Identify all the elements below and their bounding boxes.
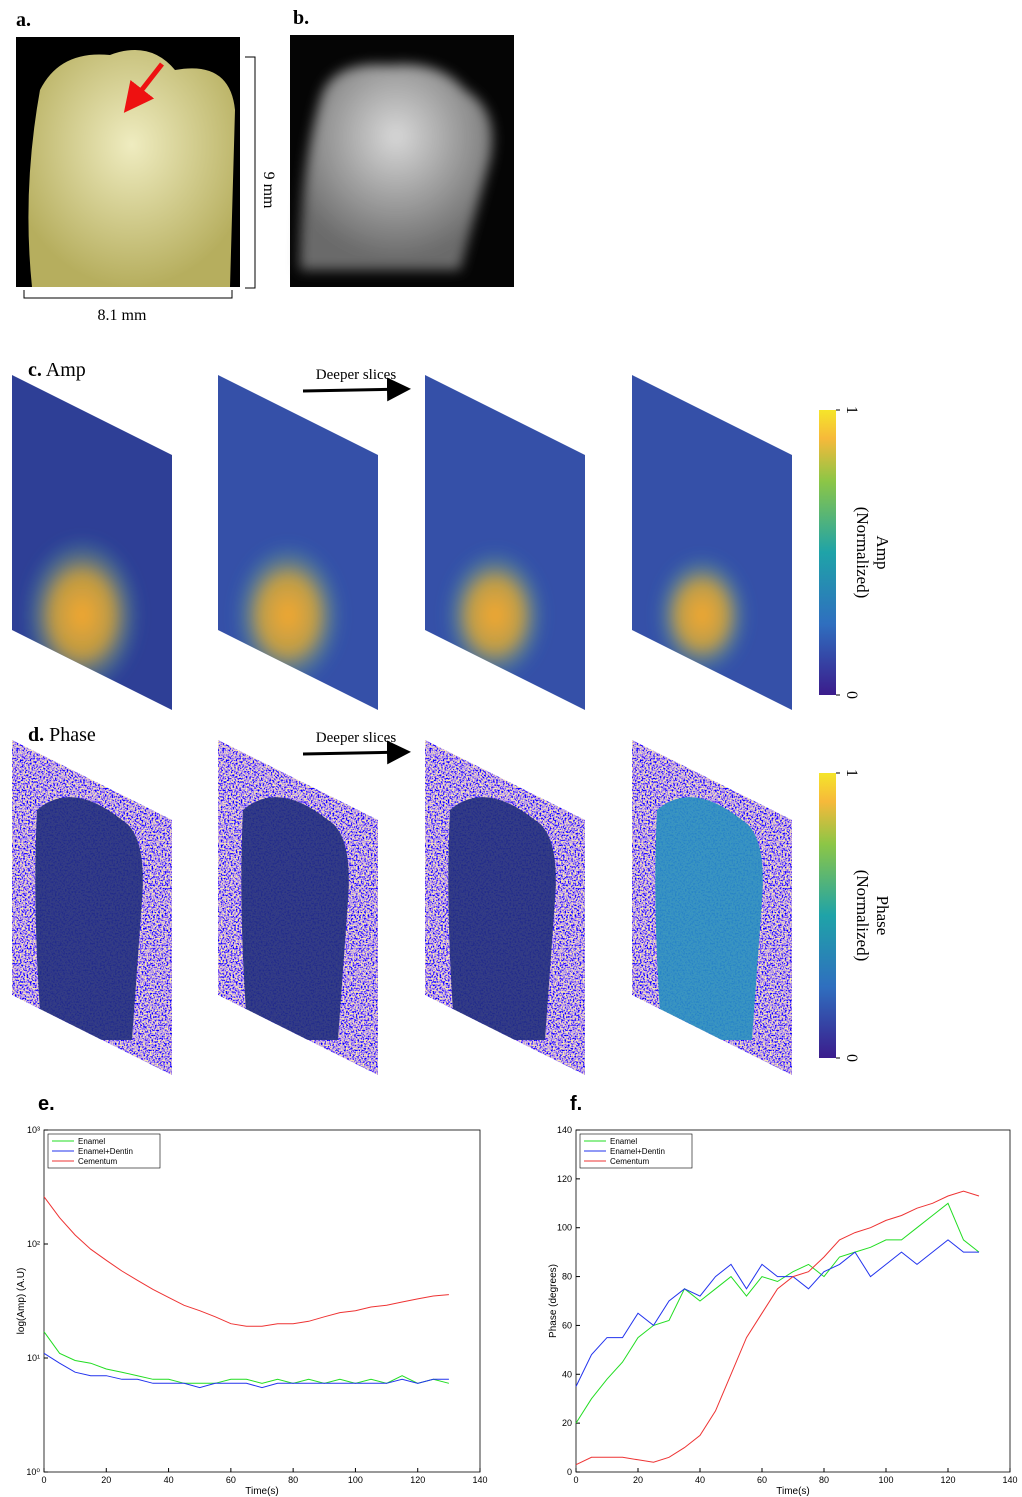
panel-title: d. Phase	[28, 724, 96, 746]
y-tick-label: 120	[557, 1174, 572, 1184]
y-tick-label: 10¹	[27, 1353, 40, 1363]
x-tick-label: 20	[633, 1475, 643, 1485]
panel-label: d.	[28, 724, 44, 746]
arrow-label: Deeper slices	[316, 367, 397, 383]
x-tick-label: 80	[819, 1475, 829, 1485]
y-tick-label: 10²	[27, 1239, 40, 1249]
legend-label: Enamel+Dentin	[610, 1147, 665, 1156]
legend-label: Enamel	[78, 1137, 105, 1146]
slice-blob	[232, 541, 344, 689]
dimension: 9 mm	[260, 172, 277, 209]
slice-blob	[443, 547, 547, 683]
plot-area	[576, 1130, 1010, 1472]
colorbar-tick-label: 0	[843, 691, 860, 699]
y-tick-label: 10⁰	[26, 1467, 40, 1477]
colorbar	[819, 410, 836, 695]
colorbar-tick-label: 1	[843, 406, 860, 414]
arrow	[303, 389, 405, 391]
x-tick-label: 140	[1002, 1475, 1017, 1485]
amp-slice	[218, 375, 378, 710]
y-tick-label: 40	[562, 1369, 572, 1379]
panel-label: f.	[570, 1093, 582, 1115]
figure: a. 9 mm 8.1 mm b. c. Amp Deeper slices d…	[0, 0, 1022, 1497]
amp-slice	[12, 375, 172, 710]
x-axis-label: Time(s)	[245, 1486, 279, 1497]
plots: e. 0 20 40 60 80 100 120 140 10⁰ 10¹ 10² 10³ Time(s) l…	[16, 1093, 1018, 1497]
series-line	[576, 1191, 979, 1465]
series-line	[44, 1353, 449, 1387]
slice-tooth	[241, 797, 348, 1040]
y-axis-label: log(Amp) (A.U)	[16, 1268, 27, 1335]
x-tick-label: 60	[226, 1475, 236, 1485]
colorbar-subtitle: (Normalized)	[853, 870, 872, 962]
series-line	[576, 1203, 979, 1423]
colorbar-title: Phase	[873, 896, 892, 936]
y-tick-label: 20	[562, 1418, 572, 1428]
legend-label: Cementum	[610, 1157, 649, 1166]
amp-slice	[425, 375, 585, 710]
bracket	[245, 57, 255, 288]
legend-label: Enamel	[610, 1137, 637, 1146]
y-tick-label: 60	[562, 1320, 572, 1330]
x-tick-label: 0	[573, 1475, 578, 1485]
x-tick-label: 80	[288, 1475, 298, 1485]
arrow	[303, 752, 405, 754]
x-tick-label: 40	[695, 1475, 705, 1485]
slice-blob	[22, 535, 142, 695]
amp-slice	[632, 375, 792, 710]
x-tick-label: 60	[757, 1475, 767, 1485]
x-axis-label: Time(s)	[776, 1486, 810, 1497]
x-tick-label: 100	[348, 1475, 363, 1485]
page: a. 9 mm 8.1 mm b. c. Amp Deeper slices d…	[0, 0, 1022, 1497]
colorbar-title: Amp	[873, 536, 892, 570]
panel-name: Phase	[49, 724, 96, 746]
legend-label: Cementum	[78, 1157, 117, 1166]
phase-slice	[218, 740, 378, 1075]
slice-tooth	[448, 797, 555, 1040]
slice-tooth	[655, 797, 763, 1040]
x-tick-label: 40	[164, 1475, 174, 1485]
dimension: 8.1 mm	[98, 307, 147, 324]
colorbar-subtitle: (Normalized)	[853, 507, 872, 599]
series-line	[576, 1240, 979, 1387]
slices	[12, 375, 792, 1075]
x-tick-label: 140	[472, 1475, 487, 1485]
colorbar-tick-label: 0	[843, 1054, 860, 1062]
panel-label: c.	[28, 359, 42, 381]
x-tick-label: 20	[101, 1475, 111, 1485]
panel-label: b.	[293, 7, 309, 29]
slice-blob	[654, 553, 750, 677]
panel-name: Amp	[46, 359, 86, 381]
y-axis-label: Phase (degrees)	[548, 1264, 559, 1338]
phase-slice	[632, 740, 792, 1075]
y-tick-label: 10³	[27, 1125, 40, 1135]
x-tick-label: 120	[410, 1475, 425, 1485]
tooth	[300, 64, 492, 270]
y-tick-label: 0	[567, 1467, 572, 1477]
x-tick-label: 0	[41, 1475, 46, 1485]
bracket	[24, 290, 232, 298]
colorbar-tick-label: 1	[843, 769, 860, 777]
x-tick-label: 100	[878, 1475, 893, 1485]
slice-tooth	[35, 797, 143, 1040]
panel-title: c. Amp	[28, 359, 86, 381]
colorbar	[819, 773, 836, 1058]
x-tick-label: 120	[940, 1475, 955, 1485]
tooth	[28, 50, 235, 287]
y-tick-label: 140	[557, 1125, 572, 1135]
y-tick-label: 100	[557, 1223, 572, 1233]
phase-slice	[12, 740, 172, 1075]
plot-area	[44, 1130, 480, 1472]
panel-label: a.	[16, 9, 31, 31]
y-tick-label: 80	[562, 1272, 572, 1282]
series-line	[44, 1197, 449, 1327]
arrow-label: Deeper slices	[316, 730, 397, 746]
phase-slice	[425, 740, 585, 1075]
legend-label: Enamel+Dentin	[78, 1147, 133, 1156]
panel-label: e.	[38, 1093, 55, 1115]
